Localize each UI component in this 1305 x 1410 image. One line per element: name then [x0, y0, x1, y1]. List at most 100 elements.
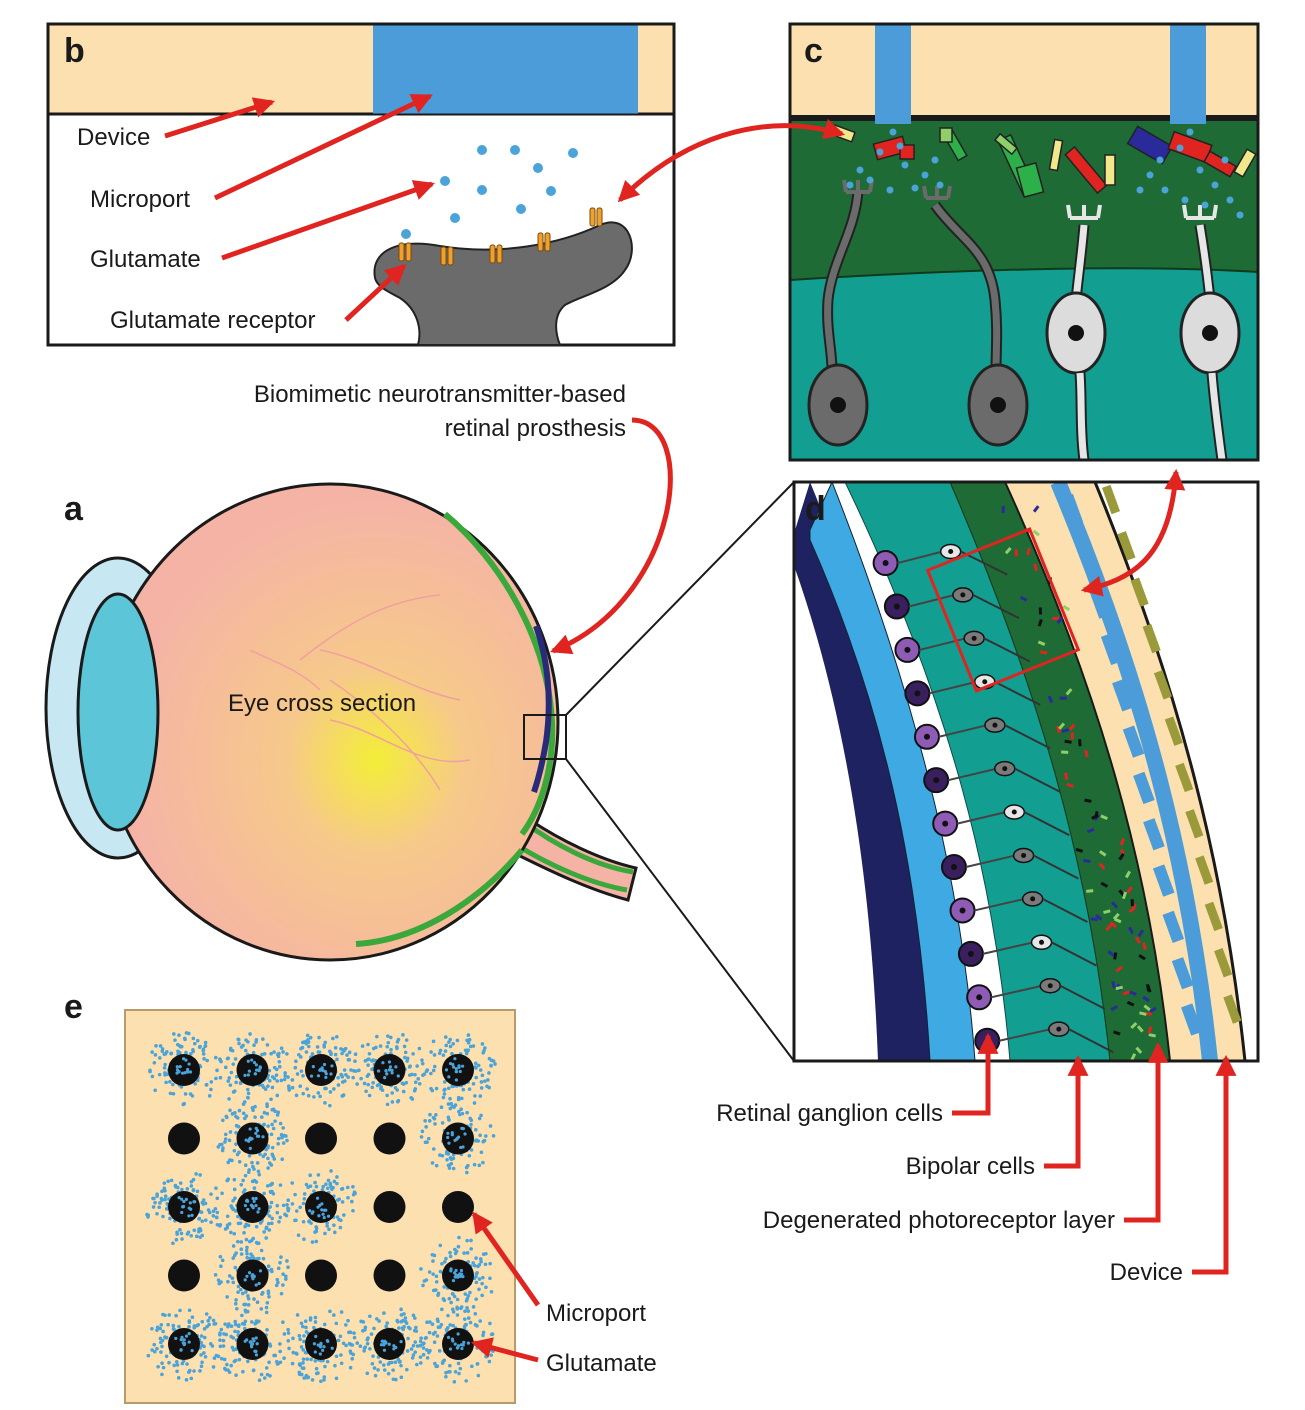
glutamate-dot	[229, 1204, 234, 1208]
glutamate-dot	[171, 1323, 176, 1328]
debris-fragment	[1118, 853, 1125, 861]
glutamate-dot	[329, 1184, 333, 1189]
glutamate-dot	[488, 1261, 492, 1266]
microport	[373, 1191, 406, 1223]
glutamate-dot	[166, 1179, 170, 1184]
glutamate-dot	[385, 1321, 390, 1325]
glutamate-dot	[309, 1074, 314, 1078]
debris-fragment	[1147, 1026, 1153, 1034]
dendrite	[994, 680, 1041, 706]
glutamate-dot	[403, 1316, 408, 1320]
glutamate-dot	[380, 1088, 385, 1092]
glutamate-dot	[226, 1056, 230, 1061]
glutamate-dot	[406, 1336, 410, 1341]
glutamate-dot	[244, 1237, 249, 1242]
glutamate-dot	[240, 1291, 245, 1296]
electrode-pad	[1204, 901, 1223, 932]
glutamate-dot	[1176, 144, 1184, 152]
glutamate-dot	[261, 1154, 266, 1159]
glutamate-dot	[283, 1071, 287, 1075]
glutamate-dot	[472, 1263, 477, 1268]
glutamate-dot	[453, 1251, 458, 1256]
glutamate-dot	[182, 1036, 187, 1041]
glutamate-dot	[294, 1209, 299, 1213]
glutamate-dot	[234, 1131, 238, 1135]
glutamate-dot	[278, 1342, 282, 1346]
glutamate-molecules-c	[846, 128, 1244, 219]
label-microport: Microport	[90, 186, 190, 213]
glutamate-dot	[438, 1048, 443, 1053]
glutamate-dot	[281, 1272, 285, 1277]
glutamate-dot	[189, 1233, 193, 1238]
glutamate-dot	[213, 1273, 218, 1277]
debris-fragment	[1075, 847, 1084, 853]
glutamate-dot	[179, 1231, 184, 1236]
glutamate-dot	[516, 204, 526, 214]
glutamate-dot	[390, 1100, 395, 1104]
glutamate-dot	[432, 1053, 437, 1057]
glutamate-dot	[367, 1052, 372, 1056]
glutamate-dot	[160, 1049, 165, 1053]
ganglion-nucleus	[923, 733, 930, 740]
axon	[947, 767, 997, 782]
glutamate-dot	[440, 1307, 444, 1312]
microport	[168, 1122, 200, 1155]
glutamate-dot	[259, 1248, 264, 1253]
glutamate-dot	[463, 1048, 468, 1053]
glutamate-dot	[479, 1113, 483, 1118]
glutamate-dot	[428, 1320, 432, 1324]
glutamate-dot	[221, 1344, 226, 1348]
glutamate-dot	[477, 1277, 482, 1281]
glutamate-dot	[427, 1119, 432, 1123]
glutamate-dot	[431, 1147, 436, 1151]
axon	[938, 724, 988, 738]
glutamate-dot	[182, 1338, 186, 1342]
receptor-subunit	[496, 244, 503, 264]
glutamate-dot	[164, 1207, 169, 1211]
glutamate-dot	[255, 1161, 260, 1165]
glutamate-dot	[241, 1369, 245, 1374]
glutamate-dot	[202, 1344, 206, 1349]
glutamate-dot	[281, 1126, 285, 1130]
glutamate-dot	[387, 1060, 392, 1064]
glutamate-dot	[301, 1361, 305, 1365]
glutamate-dot	[219, 1264, 223, 1269]
debris-fragment	[1037, 640, 1046, 646]
glutamate-dot	[321, 1212, 325, 1216]
receptor-subunit	[440, 246, 447, 266]
glutamate-dot	[382, 1368, 387, 1372]
dendrite	[983, 637, 1031, 663]
glutamate-dot	[308, 1184, 313, 1188]
glutamate-dot	[442, 1088, 446, 1092]
glutamate-dot	[203, 1354, 208, 1359]
glutamate-dot	[187, 1340, 191, 1344]
glutamate-dot	[179, 1085, 184, 1089]
lens	[76, 592, 160, 832]
glutamate-dot	[346, 1318, 350, 1323]
electrode-pad	[1142, 623, 1161, 654]
glutamate-dot	[155, 1346, 159, 1351]
glutamate-dot	[233, 1322, 238, 1327]
glutamate-dot	[204, 1312, 209, 1316]
glutamate-dot	[218, 1331, 222, 1335]
glutamate-dot	[474, 1271, 479, 1276]
glutamate-dot	[413, 1340, 418, 1344]
glutamate-dot	[234, 1251, 238, 1255]
glutamate-dot	[411, 1052, 415, 1056]
glutamate-dot	[215, 1068, 219, 1073]
debris-fragment	[1115, 985, 1124, 991]
glutamate-dot	[480, 1073, 485, 1078]
glutamate-dot	[425, 1356, 430, 1360]
glutamate-dot	[230, 1276, 235, 1280]
glutamate-dot	[418, 1355, 423, 1359]
implant-device	[531, 625, 552, 793]
glutamate-dot	[157, 1205, 162, 1210]
glutamate-dot	[207, 1094, 212, 1098]
glutamate-dot	[321, 1184, 326, 1189]
glutamate-dot	[468, 1044, 473, 1049]
glutamate-dot	[275, 1079, 280, 1083]
glutamate-dot	[411, 1313, 416, 1318]
glutamate-dot	[366, 1042, 370, 1047]
glutamate-dot	[448, 1254, 453, 1259]
glutamate-dot	[187, 1214, 191, 1218]
